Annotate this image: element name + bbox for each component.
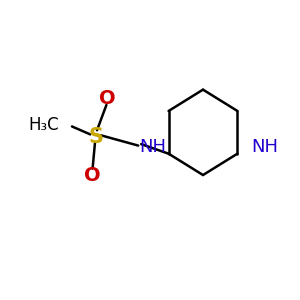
Text: O: O	[99, 89, 116, 108]
Text: H₃C: H₃C	[28, 116, 59, 134]
Text: NH: NH	[252, 138, 279, 156]
Text: NH: NH	[140, 138, 167, 156]
Text: O: O	[84, 166, 101, 184]
Text: S: S	[88, 127, 103, 147]
